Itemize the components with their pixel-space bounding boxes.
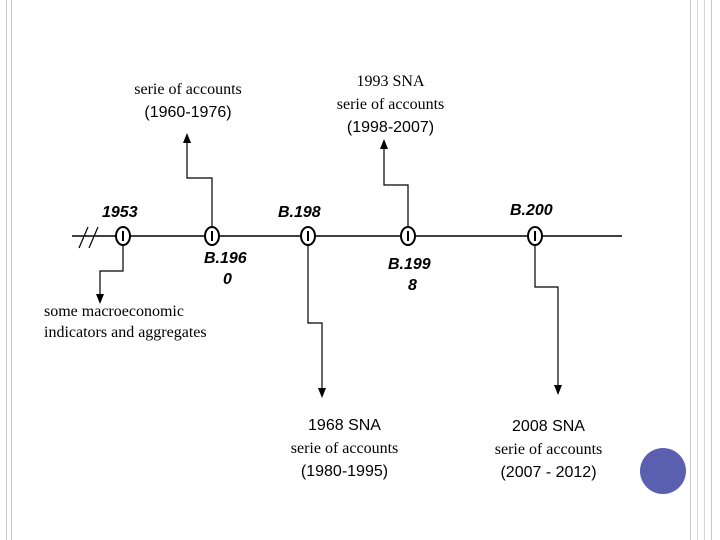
bottom-right-line3: (2007 - 2012) (500, 464, 597, 481)
decorative-circle (640, 448, 686, 494)
right-frame-inner-border (697, 0, 705, 540)
axis-break-mark (78, 226, 89, 249)
top-right-line2: serie of accounts (336, 96, 445, 113)
year-1998-part2: 8 (408, 277, 417, 294)
bottom-left-line2: indicators and aggregates (44, 324, 207, 341)
arrowhead-bottom-left (96, 294, 104, 304)
connector-2008-to-bottom-right (534, 245, 559, 386)
bottom-left-line1: some macroeconomic (44, 303, 184, 320)
connector-1980-to-bottom-mid (307, 245, 323, 389)
bottom-right-label: 2008 SNA serie of accounts (2007 - 2012) (476, 415, 621, 484)
year-1998-part1: B.199 (388, 256, 431, 273)
arrowhead-bottom-mid (318, 388, 326, 398)
bottom-left-label: some macroeconomic indicators and aggreg… (44, 301, 207, 343)
node-1998 (400, 226, 416, 246)
connector-1960-to-top-left (186, 142, 213, 227)
top-left-line1: serie of accounts (134, 81, 242, 98)
arrowhead-top-left (183, 133, 191, 143)
bottom-mid-line2: serie of accounts (290, 440, 399, 457)
connector-1953-to-bottom-left (99, 245, 124, 295)
right-frame-border (690, 0, 712, 540)
top-right-label: 1993 SNA serie of accounts (1998-2007) (318, 70, 463, 139)
year-1980: B.198 (278, 204, 321, 221)
top-left-line2: (1960-1976) (144, 104, 232, 121)
node-1960 (204, 226, 220, 246)
bottom-mid-line3: (1980-1995) (300, 463, 389, 480)
bottom-right-line2: serie of accounts (494, 441, 603, 458)
year-1960-part1: B.196 (204, 250, 247, 267)
year-2008: B.200 (510, 202, 553, 219)
arrowhead-top-right (380, 139, 388, 149)
node-1953 (115, 226, 131, 246)
year-1953: 1953 (102, 204, 138, 221)
year-1960-part2: 0 (223, 271, 232, 288)
top-left-label: serie of accounts (1960-1976) (118, 78, 258, 124)
top-right-line3: (1998-2007) (346, 119, 435, 136)
node-1980 (300, 226, 316, 246)
node-2008 (527, 226, 543, 246)
top-right-line1: 1993 SNA (356, 73, 425, 90)
bottom-right-line1: 2008 SNA (512, 418, 585, 435)
axis-break-mark (88, 226, 99, 249)
arrowhead-bottom-right (554, 385, 562, 395)
bottom-mid-label: 1968 SNA serie of accounts (1980-1995) (272, 414, 417, 483)
connector-1998-to-top-right (383, 148, 409, 227)
bottom-mid-line1: 1968 SNA (308, 417, 381, 434)
left-frame-border (6, 0, 12, 540)
